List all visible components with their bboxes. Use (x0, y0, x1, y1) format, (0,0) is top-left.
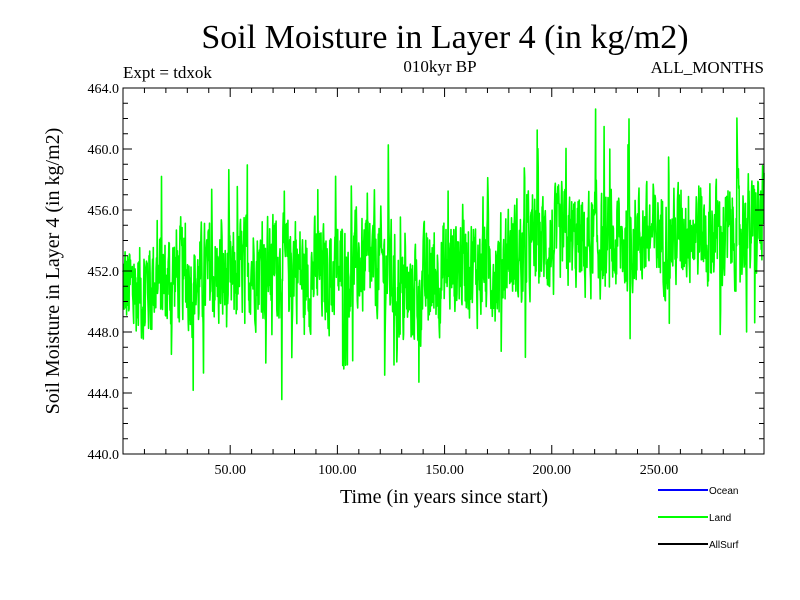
legend-ocean-label: Ocean (709, 486, 738, 497)
period-label: 010kyr BP (403, 57, 476, 76)
x-axis-label: Time (in years since start) (340, 486, 548, 508)
x-axis: 50.00 100.00 150.00 200.00 250.00 (143, 88, 746, 478)
y-tick-label: 440.0 (88, 448, 120, 463)
x-tick-label: 100.00 (318, 463, 357, 478)
y-tick-label: 444.0 (88, 387, 120, 402)
x-tick-label: 50.00 (214, 463, 246, 478)
y-tick-label: 460.0 (88, 143, 120, 158)
y-axis-label: Soil Moisture in Layer 4 (in kg/m2) (42, 128, 64, 415)
y-tick-label: 456.0 (88, 204, 120, 219)
y-tick-label: 448.0 (88, 326, 120, 341)
months-label: ALL_MONTHS (651, 58, 764, 77)
legend-land-label: Land (709, 513, 731, 524)
x-tick-label: 250.00 (640, 463, 679, 478)
land-series-line (122, 108, 765, 401)
y-tick-label: 452.0 (88, 265, 120, 280)
x-tick-label: 200.00 (533, 463, 572, 478)
y-axis: 440.0 444.0 448.0 452.0 456.0 460.0 464.0 (88, 82, 764, 463)
experiment-label: Expt = tdxok (123, 63, 212, 82)
chart-title: Soil Moisture in Layer 4 (in kg/m2) (201, 19, 688, 56)
land-series-path (122, 108, 765, 401)
y-tick-label: 464.0 (88, 82, 120, 97)
legend: Ocean Land AllSurf (658, 486, 739, 551)
legend-allsurf-label: AllSurf (709, 540, 739, 551)
x-tick-label: 150.00 (425, 463, 464, 478)
